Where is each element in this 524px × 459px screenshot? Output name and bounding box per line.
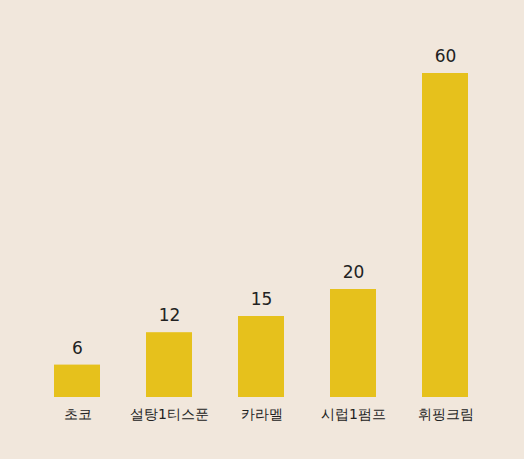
svg-text:15: 15 <box>251 289 273 309</box>
svg-text:설탕1티스푼: 설탕1티스푼 <box>130 406 209 422</box>
svg-text:20: 20 <box>343 262 365 282</box>
svg-text:12: 12 <box>159 305 181 325</box>
svg-text:초코: 초코 <box>64 406 92 422</box>
svg-text:카라멜: 카라멜 <box>241 406 283 422</box>
svg-text:60: 60 <box>435 46 457 66</box>
svg-text:시럽1펌프: 시럽1펌프 <box>321 406 386 422</box>
svg-text:6: 6 <box>72 338 83 358</box>
svg-text:휘핑크림: 휘핑크림 <box>418 406 474 422</box>
